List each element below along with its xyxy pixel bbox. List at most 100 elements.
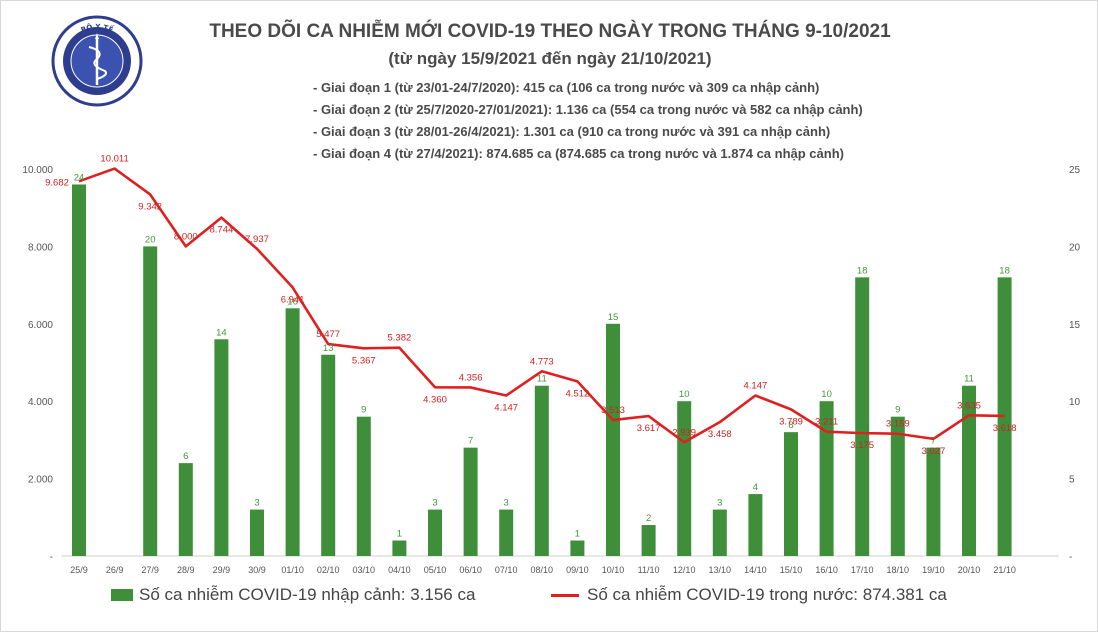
line-data-label: 9.682: [45, 177, 69, 188]
y-left-tick-label: 6.000: [28, 320, 53, 331]
x-tick-label: 13/10: [709, 565, 732, 575]
bar-imported: [926, 447, 941, 556]
chart-legend: Số ca nhiễm COVID-19 nhập cảnh: 3.156 ca…: [111, 585, 1011, 607]
line-data-label: 4.512: [566, 388, 590, 399]
x-tick-label: 27/9: [141, 565, 159, 575]
x-tick-label: 29/9: [213, 565, 231, 575]
bar-imported: [962, 385, 976, 556]
x-tick-label: 06/10: [459, 565, 482, 575]
bar-data-label: 3: [254, 498, 259, 509]
y-left-tick-label: 2.000: [28, 475, 53, 486]
bar-imported: [214, 339, 229, 556]
bar-data-label: 1: [397, 529, 402, 540]
ministry-of-health-seal-icon: BỘ Y TẾ MINISTRY OF HEALTH: [51, 15, 143, 107]
line-data-label: 8.744: [210, 225, 234, 236]
bar-imported: [178, 463, 193, 556]
bar-imported: [250, 509, 264, 556]
bar-data-label: 18: [857, 265, 868, 276]
line-domestic: [78, 167, 1005, 444]
y-right-tick-label: 20: [1069, 242, 1081, 253]
y-left-tick-label: 4.000: [28, 397, 53, 408]
bar-data-label: 2: [646, 513, 651, 524]
legend-label-imported: Số ca nhiễm COVID-19 nhập cảnh: 3.156 ca: [139, 585, 476, 604]
svg-text:BỘ Y TẾ: BỘ Y TẾ: [80, 22, 115, 34]
bar-data-label: 11: [964, 374, 974, 385]
line-data-label: 8.000: [174, 231, 198, 242]
x-tick-label: 07/10: [495, 565, 518, 575]
x-tick-label: 15/10: [780, 565, 803, 575]
bar-imported: [997, 277, 1012, 556]
x-tick-label: 30/9: [248, 565, 266, 575]
phase-summary-item: - Giai đoạn 3 (từ 28/01-26/4/2021): 1.30…: [313, 124, 831, 139]
line-data-label: 5.367: [352, 355, 376, 366]
bar-data-label: 18: [999, 265, 1010, 276]
x-tick-label: 10/10: [602, 565, 625, 575]
x-tick-label: 26/9: [106, 565, 124, 575]
bar-imported: [641, 525, 656, 556]
x-tick-label: 08/10: [531, 565, 554, 575]
legend-item-imported: Số ca nhiễm COVID-19 nhập cảnh: 3.156 ca: [111, 585, 475, 605]
bar-imported: [428, 509, 442, 556]
y-left-tick-label: 8.000: [28, 242, 53, 253]
y-right-tick-label: 25: [1069, 165, 1081, 176]
x-tick-label: 05/10: [424, 565, 447, 575]
bar-data-label: 10: [821, 389, 832, 400]
bar-data-label: 3: [717, 498, 722, 509]
chart-subtitle: (từ ngày 15/9/2021 đến ngày 21/10/2021): [388, 49, 712, 68]
bar-imported: [819, 401, 834, 556]
line-data-label: 3.211: [815, 417, 838, 428]
phase-summary-item: - Giai đoạn 1 (từ 23/01-24/7/2020): 415 …: [313, 80, 820, 95]
bar-imported: [72, 184, 86, 557]
y-right-tick-label: 15: [1069, 320, 1081, 331]
bar-imported: [677, 401, 692, 556]
bar-data-label: 7: [468, 436, 473, 447]
x-tick-label: 03/10: [353, 565, 376, 575]
bar-data-label: 10: [679, 389, 690, 400]
line-data-label: 2.939: [672, 427, 696, 438]
bar-imported: [712, 509, 727, 556]
bar-data-label: 15: [608, 312, 619, 323]
line-data-label: 6.941: [281, 294, 305, 305]
legend-swatch-line: [551, 593, 579, 597]
bar-data-label: 1: [575, 529, 580, 540]
line-data-label: 3.027: [922, 446, 946, 457]
x-tick-label: 17/10: [851, 565, 874, 575]
bar-data-label: 24: [74, 172, 85, 183]
line-data-label: 10.011: [100, 154, 128, 165]
x-tick-label: 19/10: [922, 565, 945, 575]
bar-imported: [499, 509, 514, 556]
legend-item-domestic: Số ca nhiễm COVID-19 trong nước: 874.381…: [551, 585, 947, 605]
bar-data-label: 14: [216, 327, 227, 338]
y-right-tick-label: -: [1069, 552, 1072, 563]
line-data-label: 9.342: [138, 201, 162, 212]
bar-data-label: 8: [788, 420, 793, 431]
bar-imported: [143, 246, 158, 556]
line-data-label: 3.635: [957, 400, 981, 411]
bar-data-label: 9: [361, 405, 366, 416]
x-tick-label: 20/10: [958, 565, 981, 575]
line-data-label: 5.382: [388, 333, 412, 344]
bar-data-label: 20: [145, 234, 156, 245]
x-tick-label: 28/9: [177, 565, 195, 575]
x-tick-label: 25/9: [70, 565, 88, 575]
bar-data-label: 3: [504, 498, 509, 509]
y-left-tick-label: 10.000: [22, 165, 53, 176]
line-data-label: 3.513: [601, 405, 625, 416]
legend-swatch-bar: [111, 589, 133, 601]
bar-data-label: 4: [753, 482, 758, 493]
legend-label-domestic: Số ca nhiễm COVID-19 trong nước: 874.381…: [587, 585, 947, 604]
line-data-label: 3.159: [886, 419, 910, 430]
line-data-label: 4.147: [744, 381, 768, 392]
line-data-label: 3.617: [637, 423, 661, 434]
x-tick-label: 14/10: [744, 565, 767, 575]
bar-imported: [748, 494, 763, 556]
bar-imported: [784, 432, 798, 556]
bar-data-label: 9: [895, 405, 900, 416]
bar-imported: [534, 385, 549, 556]
chart-title: THEO DÕI CA NHIỄM MỚI COVID-19 THEO NGÀY…: [209, 21, 891, 42]
bar-imported: [463, 447, 478, 556]
bar-data-label: 13: [323, 343, 334, 354]
bar-data-label: 3: [432, 498, 437, 509]
line-data-label: 5.477: [316, 329, 340, 340]
